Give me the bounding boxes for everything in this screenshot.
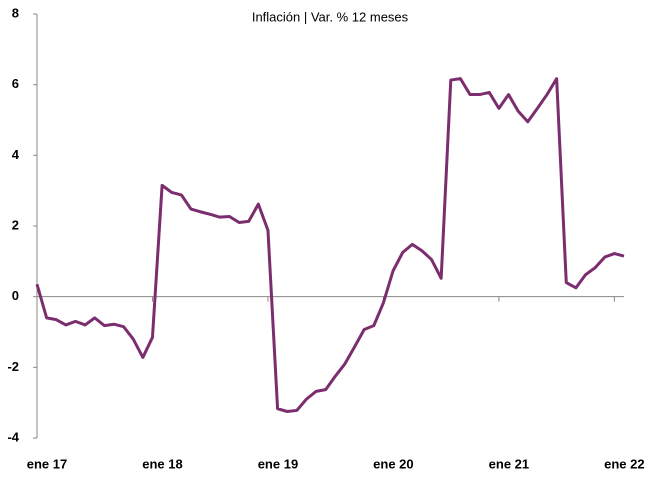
x-tick-label: ene 20 bbox=[373, 456, 413, 471]
chart-subtitle: Inflación | Var. % 12 meses bbox=[252, 9, 409, 24]
y-tick-label: 8 bbox=[12, 5, 19, 20]
line-series bbox=[35, 77, 625, 413]
y-tick-label: 4 bbox=[12, 147, 20, 162]
x-tick-label: ene 22 bbox=[604, 456, 644, 471]
y-tick-label: -4 bbox=[7, 429, 19, 444]
y-tick-label: 6 bbox=[12, 76, 19, 91]
x-tick-label: ene 17 bbox=[27, 456, 67, 471]
x-tick-label: ene 19 bbox=[258, 456, 298, 471]
x-tick-label: ene 21 bbox=[489, 456, 529, 471]
x-tick-label: ene 18 bbox=[142, 456, 182, 471]
y-tick-label: 2 bbox=[12, 217, 19, 232]
y-tick-label: 0 bbox=[12, 288, 19, 303]
y-tick-label: -2 bbox=[7, 359, 19, 374]
